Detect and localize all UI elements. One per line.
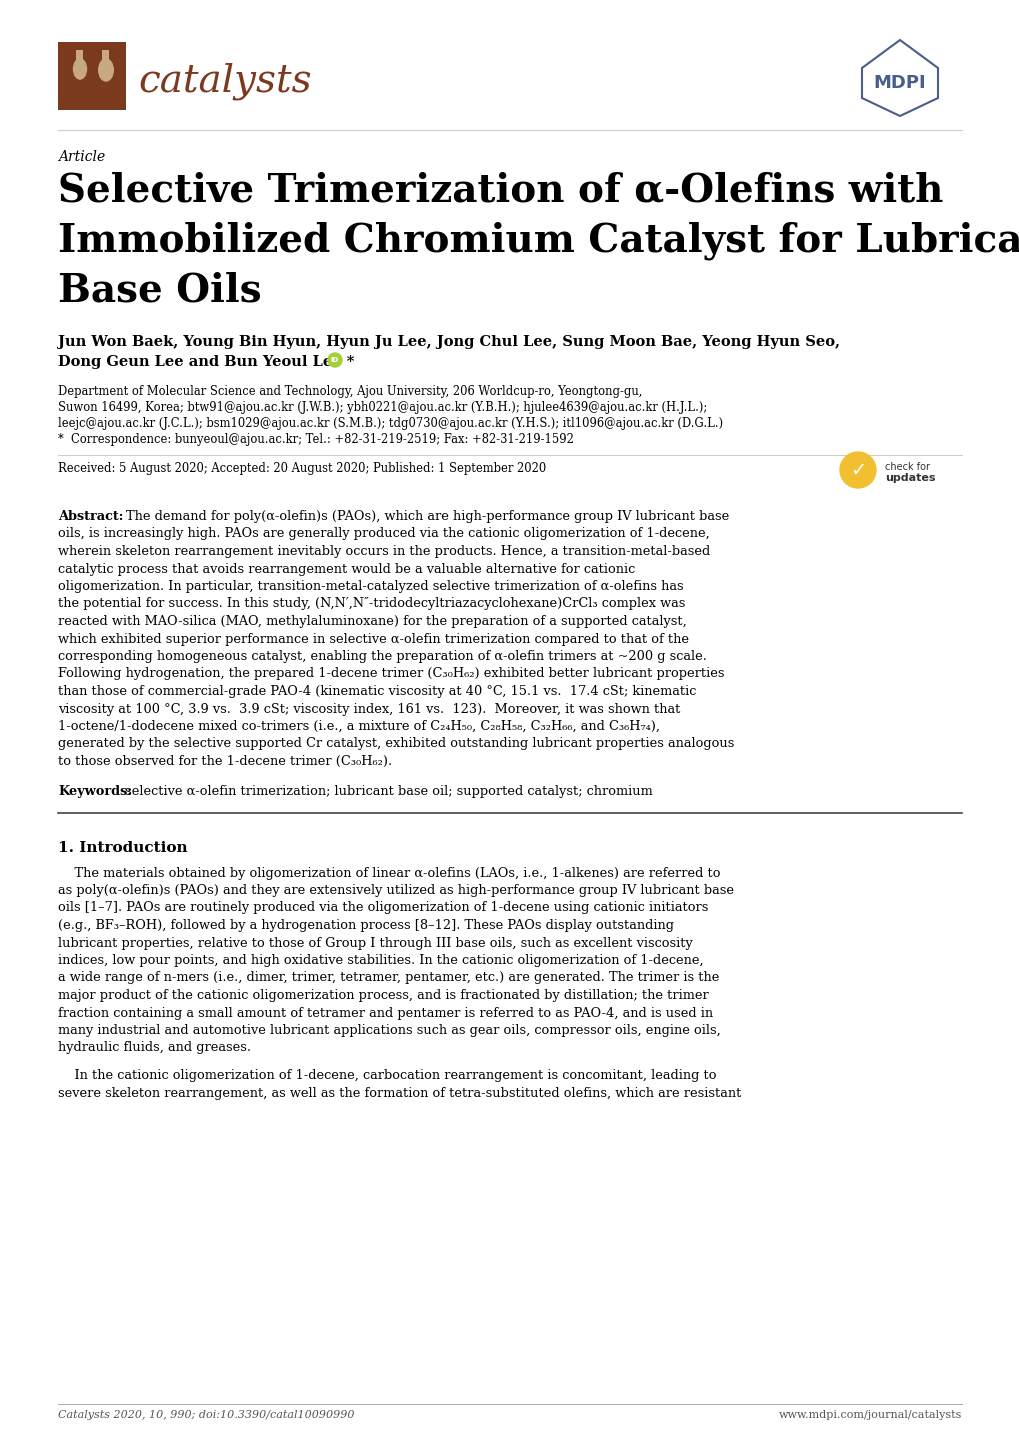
Text: In the cationic oligomerization of 1-decene, carbocation rearrangement is concom: In the cationic oligomerization of 1-dec… (58, 1069, 715, 1082)
Text: as poly(α-olefin)s (PAOs) and they are extensively utilized as high-performance : as poly(α-olefin)s (PAOs) and they are e… (58, 884, 734, 897)
Ellipse shape (72, 58, 87, 79)
Text: a wide range of n-mers (i.e., dimer, trimer, tetramer, pentamer, etc.) are gener: a wide range of n-mers (i.e., dimer, tri… (58, 972, 718, 985)
Text: severe skeleton rearrangement, as well as the formation of tetra-substituted ole: severe skeleton rearrangement, as well a… (58, 1086, 741, 1099)
Text: iD: iD (330, 358, 338, 363)
Text: Suwon 16499, Korea; btw91@ajou.ac.kr (J.W.B.); ybh0221@ajou.ac.kr (Y.B.H.); hjul: Suwon 16499, Korea; btw91@ajou.ac.kr (J.… (58, 401, 706, 414)
Text: wherein skeleton rearrangement inevitably occurs in the products. Hence, a trans: wherein skeleton rearrangement inevitabl… (58, 545, 709, 558)
Text: viscosity at 100 °C, 3.9 vs.  3.9 cSt; viscosity index, 161 vs.  123).  Moreover: viscosity at 100 °C, 3.9 vs. 3.9 cSt; vi… (58, 702, 680, 715)
Text: *  Correspondence: bunyeoul@ajou.ac.kr; Tel.: +82-31-219-2519; Fax: +82-31-219-1: * Correspondence: bunyeoul@ajou.ac.kr; T… (58, 433, 574, 446)
Text: indices, low pour points, and high oxidative stabilities. In the cationic oligom: indices, low pour points, and high oxida… (58, 955, 703, 968)
Text: oils, is increasingly high. PAOs are generally produced via the cationic oligome: oils, is increasingly high. PAOs are gen… (58, 528, 709, 541)
Text: oligomerization. In particular, transition-metal-catalyzed selective trimerizati: oligomerization. In particular, transiti… (58, 580, 683, 593)
Text: major product of the cationic oligomerization process, and is fractionated by di: major product of the cationic oligomeriz… (58, 989, 708, 1002)
Text: Base Oils: Base Oils (58, 273, 261, 310)
FancyBboxPatch shape (58, 42, 126, 110)
Text: Following hydrogenation, the prepared 1-decene trimer (C₃₀H₆₂) exhibited better : Following hydrogenation, the prepared 1-… (58, 668, 723, 681)
Text: the potential for success. In this study, (N,N′,N″-tridodecyltriazacyclohexane)C: the potential for success. In this study… (58, 597, 685, 610)
Text: than those of commercial-grade PAO-4 (kinematic viscosity at 40 °C, 15.1 vs.  17: than those of commercial-grade PAO-4 (ki… (58, 685, 696, 698)
Text: www.mdpi.com/journal/catalysts: www.mdpi.com/journal/catalysts (777, 1410, 961, 1420)
Text: Abstract:: Abstract: (58, 510, 123, 523)
Text: reacted with MAO-silica (MAO, methylaluminoxane) for the preparation of a suppor: reacted with MAO-silica (MAO, methylalum… (58, 614, 686, 629)
Text: catalysts: catalysts (138, 62, 312, 99)
Text: selective α-olefin trimerization; lubricant base oil; supported catalyst; chromi: selective α-olefin trimerization; lubric… (121, 784, 652, 797)
Text: Dong Geun Lee and Bun Yeoul Lee *: Dong Geun Lee and Bun Yeoul Lee * (58, 355, 354, 369)
Text: check for: check for (884, 461, 929, 472)
Text: The materials obtained by oligomerization of linear α-olefins (LAOs, i.e., 1-alk: The materials obtained by oligomerizatio… (58, 867, 719, 880)
Text: Immobilized Chromium Catalyst for Lubricant: Immobilized Chromium Catalyst for Lubric… (58, 222, 1019, 261)
Text: Article: Article (58, 150, 105, 164)
Text: updates: updates (884, 473, 934, 483)
Circle shape (328, 353, 341, 368)
Text: Selective Trimerization of α-Olefins with: Selective Trimerization of α-Olefins wit… (58, 172, 943, 211)
Text: ✓: ✓ (849, 460, 865, 480)
Circle shape (840, 451, 875, 487)
Text: Jun Won Baek, Young Bin Hyun, Hyun Ju Lee, Jong Chul Lee, Sung Moon Bae, Yeong H: Jun Won Baek, Young Bin Hyun, Hyun Ju Le… (58, 335, 840, 349)
Text: which exhibited superior performance in selective α-olefin trimerization compare: which exhibited superior performance in … (58, 633, 688, 646)
Text: leejc@ajou.ac.kr (J.C.L.); bsm1029@ajou.ac.kr (S.M.B.); tdg0730@ajou.ac.kr (Y.H.: leejc@ajou.ac.kr (J.C.L.); bsm1029@ajou.… (58, 417, 722, 430)
Text: generated by the selective supported Cr catalyst, exhibited outstanding lubrican: generated by the selective supported Cr … (58, 737, 734, 750)
Bar (76, 50, 83, 61)
Text: many industrial and automotive lubricant applications such as gear oils, compres: many industrial and automotive lubricant… (58, 1024, 720, 1037)
Text: lubricant properties, relative to those of Group I through III base oils, such a: lubricant properties, relative to those … (58, 936, 692, 949)
Text: 1-octene/1-dodecene mixed co-trimers (i.e., a mixture of C₂₄H₅₀, C₂₈H₅₈, C₃₂H₆₆,: 1-octene/1-dodecene mixed co-trimers (i.… (58, 720, 659, 733)
Text: The demand for poly(α-olefin)s (PAOs), which are high-performance group IV lubri: The demand for poly(α-olefin)s (PAOs), w… (126, 510, 729, 523)
Ellipse shape (98, 58, 114, 82)
Text: to those observed for the 1-decene trimer (C₃₀H₆₂).: to those observed for the 1-decene trime… (58, 756, 391, 769)
Text: corresponding homogeneous catalyst, enabling the preparation of α-olefin trimers: corresponding homogeneous catalyst, enab… (58, 650, 706, 663)
Text: Department of Molecular Science and Technology, Ajou University, 206 Worldcup-ro: Department of Molecular Science and Tech… (58, 385, 642, 398)
Text: Keywords:: Keywords: (58, 784, 131, 797)
Text: MDPI: MDPI (873, 74, 925, 92)
Text: 1. Introduction: 1. Introduction (58, 841, 187, 855)
Text: Catalysts 2020, 10, 990; doi:10.3390/catal10090990: Catalysts 2020, 10, 990; doi:10.3390/cat… (58, 1410, 355, 1420)
Text: oils [1–7]. PAOs are routinely produced via the oligomerization of 1-decene usin: oils [1–7]. PAOs are routinely produced … (58, 901, 707, 914)
Text: catalytic process that avoids rearrangement would be a valuable alternative for : catalytic process that avoids rearrangem… (58, 562, 635, 575)
Bar (102, 50, 109, 61)
Text: (e.g., BF₃–ROH), followed by a hydrogenation process [8–12]. These PAOs display : (e.g., BF₃–ROH), followed by a hydrogena… (58, 919, 674, 932)
Text: hydraulic fluids, and greases.: hydraulic fluids, and greases. (58, 1041, 251, 1054)
Text: Received: 5 August 2020; Accepted: 20 August 2020; Published: 1 September 2020: Received: 5 August 2020; Accepted: 20 Au… (58, 461, 546, 474)
Text: fraction containing a small amount of tetramer and pentamer is referred to as PA: fraction containing a small amount of te… (58, 1007, 712, 1019)
